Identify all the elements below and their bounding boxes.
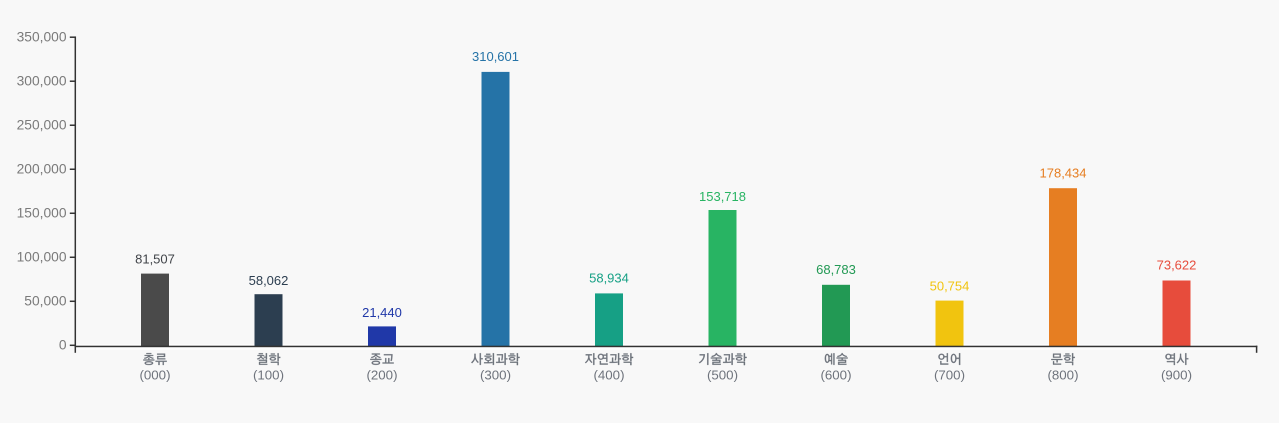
svg-text:(100): (100) bbox=[253, 368, 284, 383]
svg-text:(700): (700) bbox=[934, 368, 965, 383]
svg-text:310,601: 310,601 bbox=[472, 49, 519, 64]
svg-text:58,062: 58,062 bbox=[249, 273, 289, 288]
svg-text:300,000: 300,000 bbox=[17, 74, 67, 89]
svg-text:200,000: 200,000 bbox=[17, 162, 67, 177]
svg-text:(900): (900) bbox=[1161, 368, 1192, 383]
svg-text:(600): (600) bbox=[820, 368, 851, 383]
svg-text:(400): (400) bbox=[593, 368, 624, 383]
svg-text:21,440: 21,440 bbox=[362, 305, 402, 320]
svg-text:150,000: 150,000 bbox=[17, 206, 67, 221]
svg-text:(800): (800) bbox=[1047, 368, 1078, 383]
svg-text:68,783: 68,783 bbox=[816, 262, 856, 277]
svg-text:153,718: 153,718 bbox=[699, 189, 746, 204]
svg-text:(000): (000) bbox=[139, 368, 170, 383]
svg-text:58,934: 58,934 bbox=[589, 271, 629, 286]
svg-text:250,000: 250,000 bbox=[17, 118, 67, 133]
svg-text:0: 0 bbox=[59, 338, 67, 353]
svg-text:100,000: 100,000 bbox=[17, 250, 67, 265]
svg-text:(200): (200) bbox=[366, 368, 397, 383]
svg-text:50,000: 50,000 bbox=[24, 294, 67, 309]
svg-text:(500): (500) bbox=[707, 368, 738, 383]
svg-text:73,622: 73,622 bbox=[1157, 258, 1197, 273]
svg-text:350,000: 350,000 bbox=[17, 30, 67, 45]
svg-text:50,754: 50,754 bbox=[930, 279, 970, 294]
svg-text:81,507: 81,507 bbox=[135, 252, 175, 267]
svg-text:178,434: 178,434 bbox=[1040, 165, 1087, 180]
svg-text:(300): (300) bbox=[480, 368, 511, 383]
